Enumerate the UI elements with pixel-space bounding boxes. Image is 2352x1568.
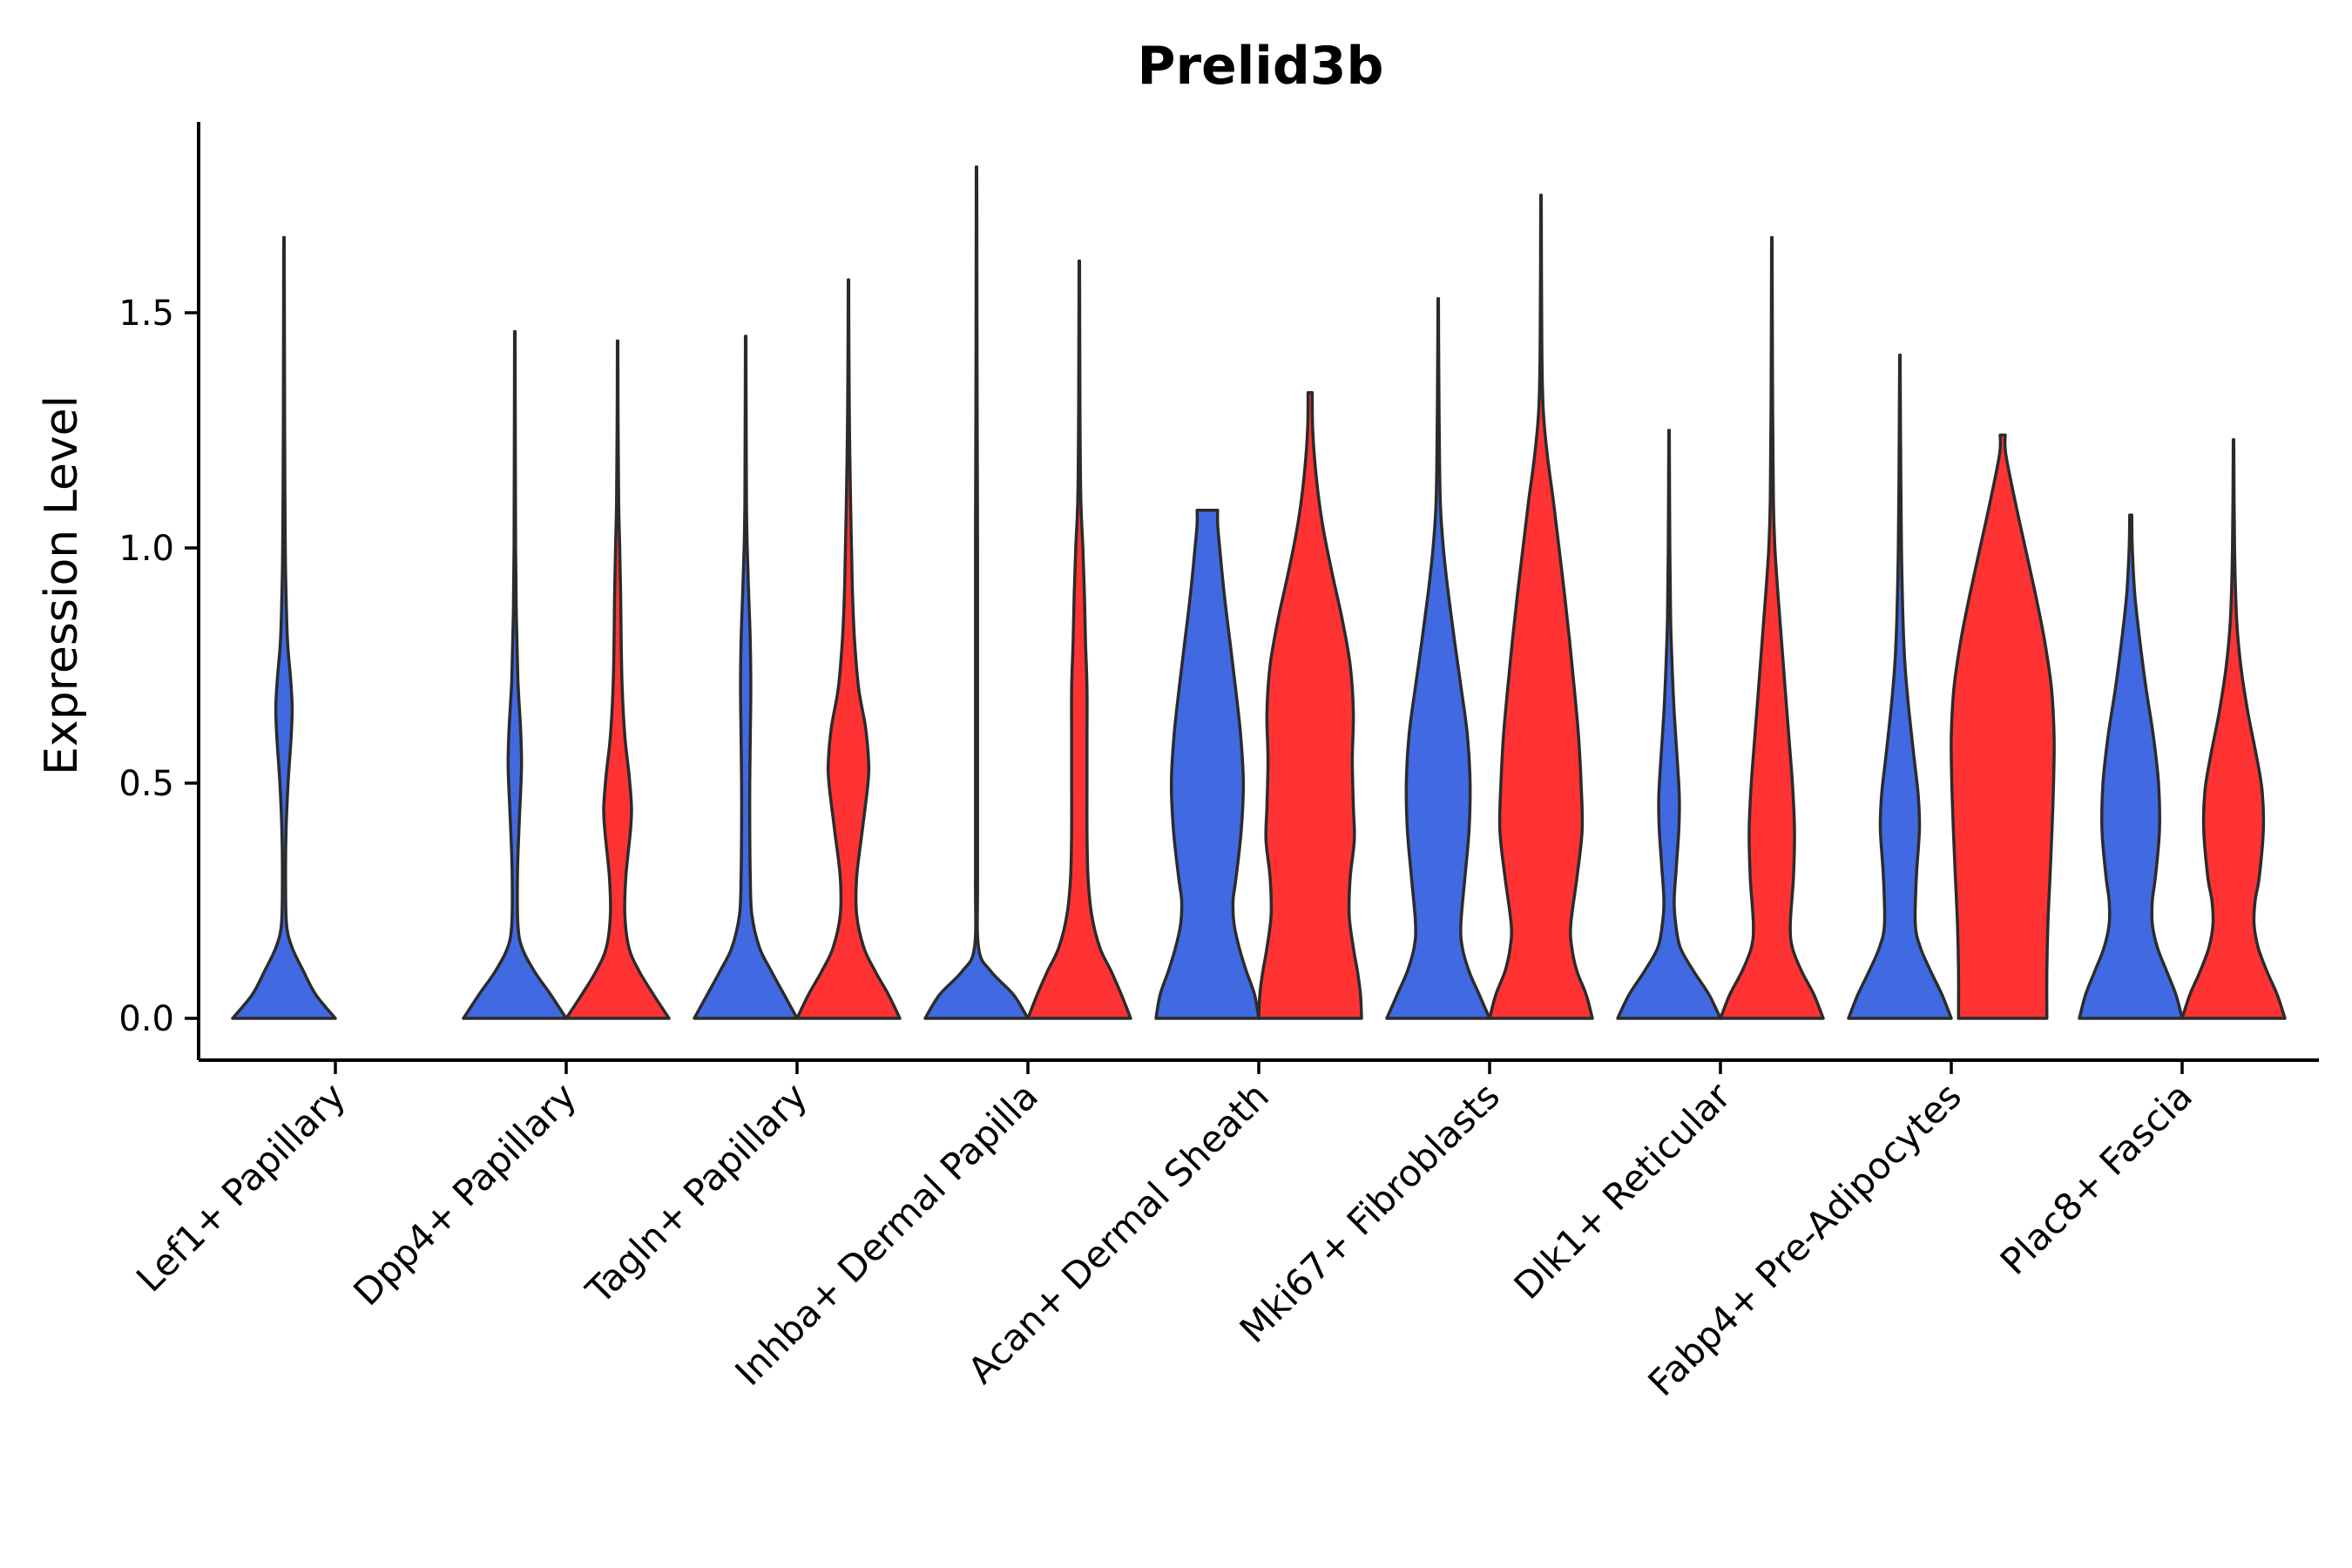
violin-acan-dermal-sheath-group-1 xyxy=(1154,509,1260,1020)
violin-plac8-fascia-group-1 xyxy=(2078,513,2184,1020)
y-tick-label: 1.0 xyxy=(118,529,174,569)
x-tick-label-mki67-fibroblasts: Mki67+ Fibroblasts xyxy=(1232,1074,1508,1350)
chart-title: Prelid3b xyxy=(1137,36,1383,97)
violin-plac8-fascia-group-2 xyxy=(2180,438,2287,1020)
violin-tagln-papillary-group-2 xyxy=(795,278,902,1020)
violin-dlk1-reticular-group-2 xyxy=(1719,235,1825,1020)
violin-mki67-fibroblasts-group-1 xyxy=(1385,297,1491,1020)
violin-dlk1-reticular-group-1 xyxy=(1616,429,1722,1020)
violin-dpp4-papillary-group-2 xyxy=(564,339,671,1020)
violin-fabp4-pre-adipocytes-group-1 xyxy=(1847,353,1953,1020)
x-tick-label-dlk1-reticular: Dlk1+ Reticular xyxy=(1506,1074,1740,1308)
x-tick-label-plac8-fascia: Plac8+ Fascia xyxy=(1992,1074,2200,1282)
x-tick-label-lef1-papillary: Lef1+ Papillary xyxy=(128,1074,354,1300)
y-axis-label: Expression Level xyxy=(36,395,88,775)
violin-tagln-papillary-group-1 xyxy=(693,335,799,1020)
violin-fabp4-pre-adipocytes-group-2 xyxy=(1950,433,2056,1020)
violin-inhba-dermal-papilla-group-1 xyxy=(923,165,1030,1020)
violin-inhba-dermal-papilla-group-2 xyxy=(1026,259,1132,1020)
violin-acan-dermal-sheath-group-2 xyxy=(1257,391,1363,1020)
y-tick-label: 0.5 xyxy=(118,764,174,804)
x-tick-label-dpp4-papillary: Dpp4+ Papillary xyxy=(345,1074,585,1314)
violin-mki67-fibroblasts-group-2 xyxy=(1488,193,1594,1020)
violin-lef1-papillary-group-1 xyxy=(231,235,337,1020)
y-tick-label: 0.0 xyxy=(118,999,174,1039)
y-tick-label: 1.5 xyxy=(118,294,174,334)
violin-dpp4-papillary-group-1 xyxy=(462,329,568,1020)
violins-layer xyxy=(231,165,2287,1020)
x-tick-label-tagln-papillary: Tagln+ Papillary xyxy=(578,1074,815,1312)
